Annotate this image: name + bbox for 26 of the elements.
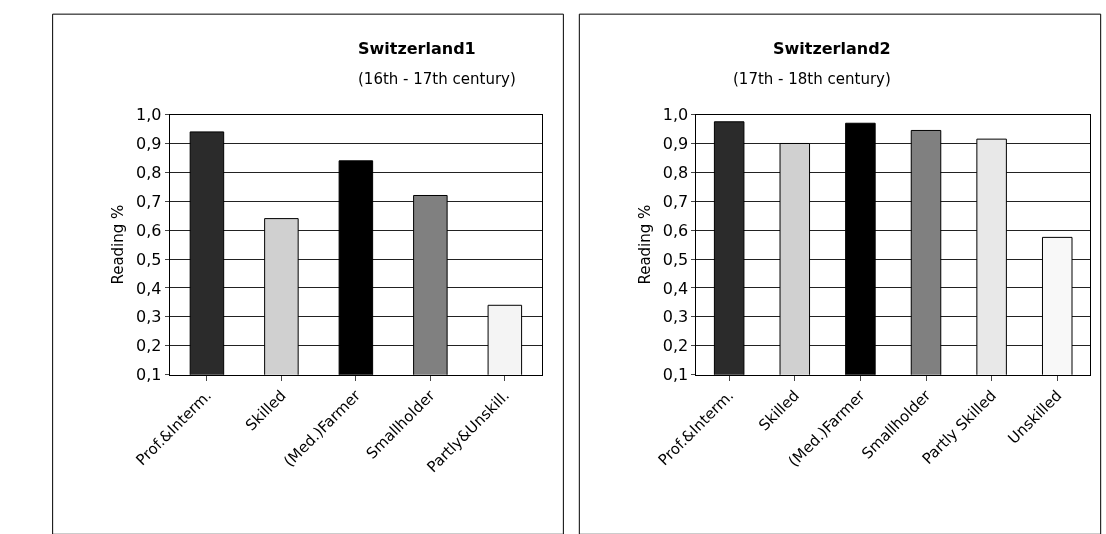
y-tick-label: 0,2	[662, 336, 689, 356]
y-tick-label: 1,0	[136, 105, 162, 125]
chart-title: Switzerland2	[773, 39, 891, 58]
y-tick-label: 0,6	[136, 220, 162, 240]
y-tick-label: 0,5	[136, 249, 162, 269]
y-tick-label: 0,5	[662, 249, 689, 269]
y-axis-title: Reading %	[635, 204, 654, 285]
y-tick-label: 0,6	[662, 220, 689, 240]
chart-subtitle: (17th - 18th century)	[733, 70, 891, 88]
y-tick-label: 0,9	[136, 134, 162, 154]
y-tick-label: 1,0	[662, 105, 689, 125]
y-tick-label: 0,4	[136, 278, 162, 298]
y-tick-label: 0,8	[136, 162, 162, 182]
y-tick-label: 0,1	[136, 365, 162, 385]
chart-title: Switzerland1	[358, 39, 476, 58]
y-tick-label: 0,7	[662, 191, 689, 211]
y-tick-label: 0,3	[662, 307, 689, 327]
y-tick-label: 0,9	[662, 134, 689, 154]
y-tick-label: 0,1	[662, 365, 689, 385]
y-tick-label: 0,7	[136, 191, 162, 211]
chart-subtitle: (16th - 17th century)	[358, 70, 516, 88]
y-axis-title: Reading %	[109, 204, 128, 285]
y-tick-label: 0,3	[136, 307, 162, 327]
y-tick-label: 0,4	[662, 278, 689, 298]
y-tick-label: 0,2	[136, 336, 162, 356]
y-tick-label: 0,8	[662, 162, 689, 182]
